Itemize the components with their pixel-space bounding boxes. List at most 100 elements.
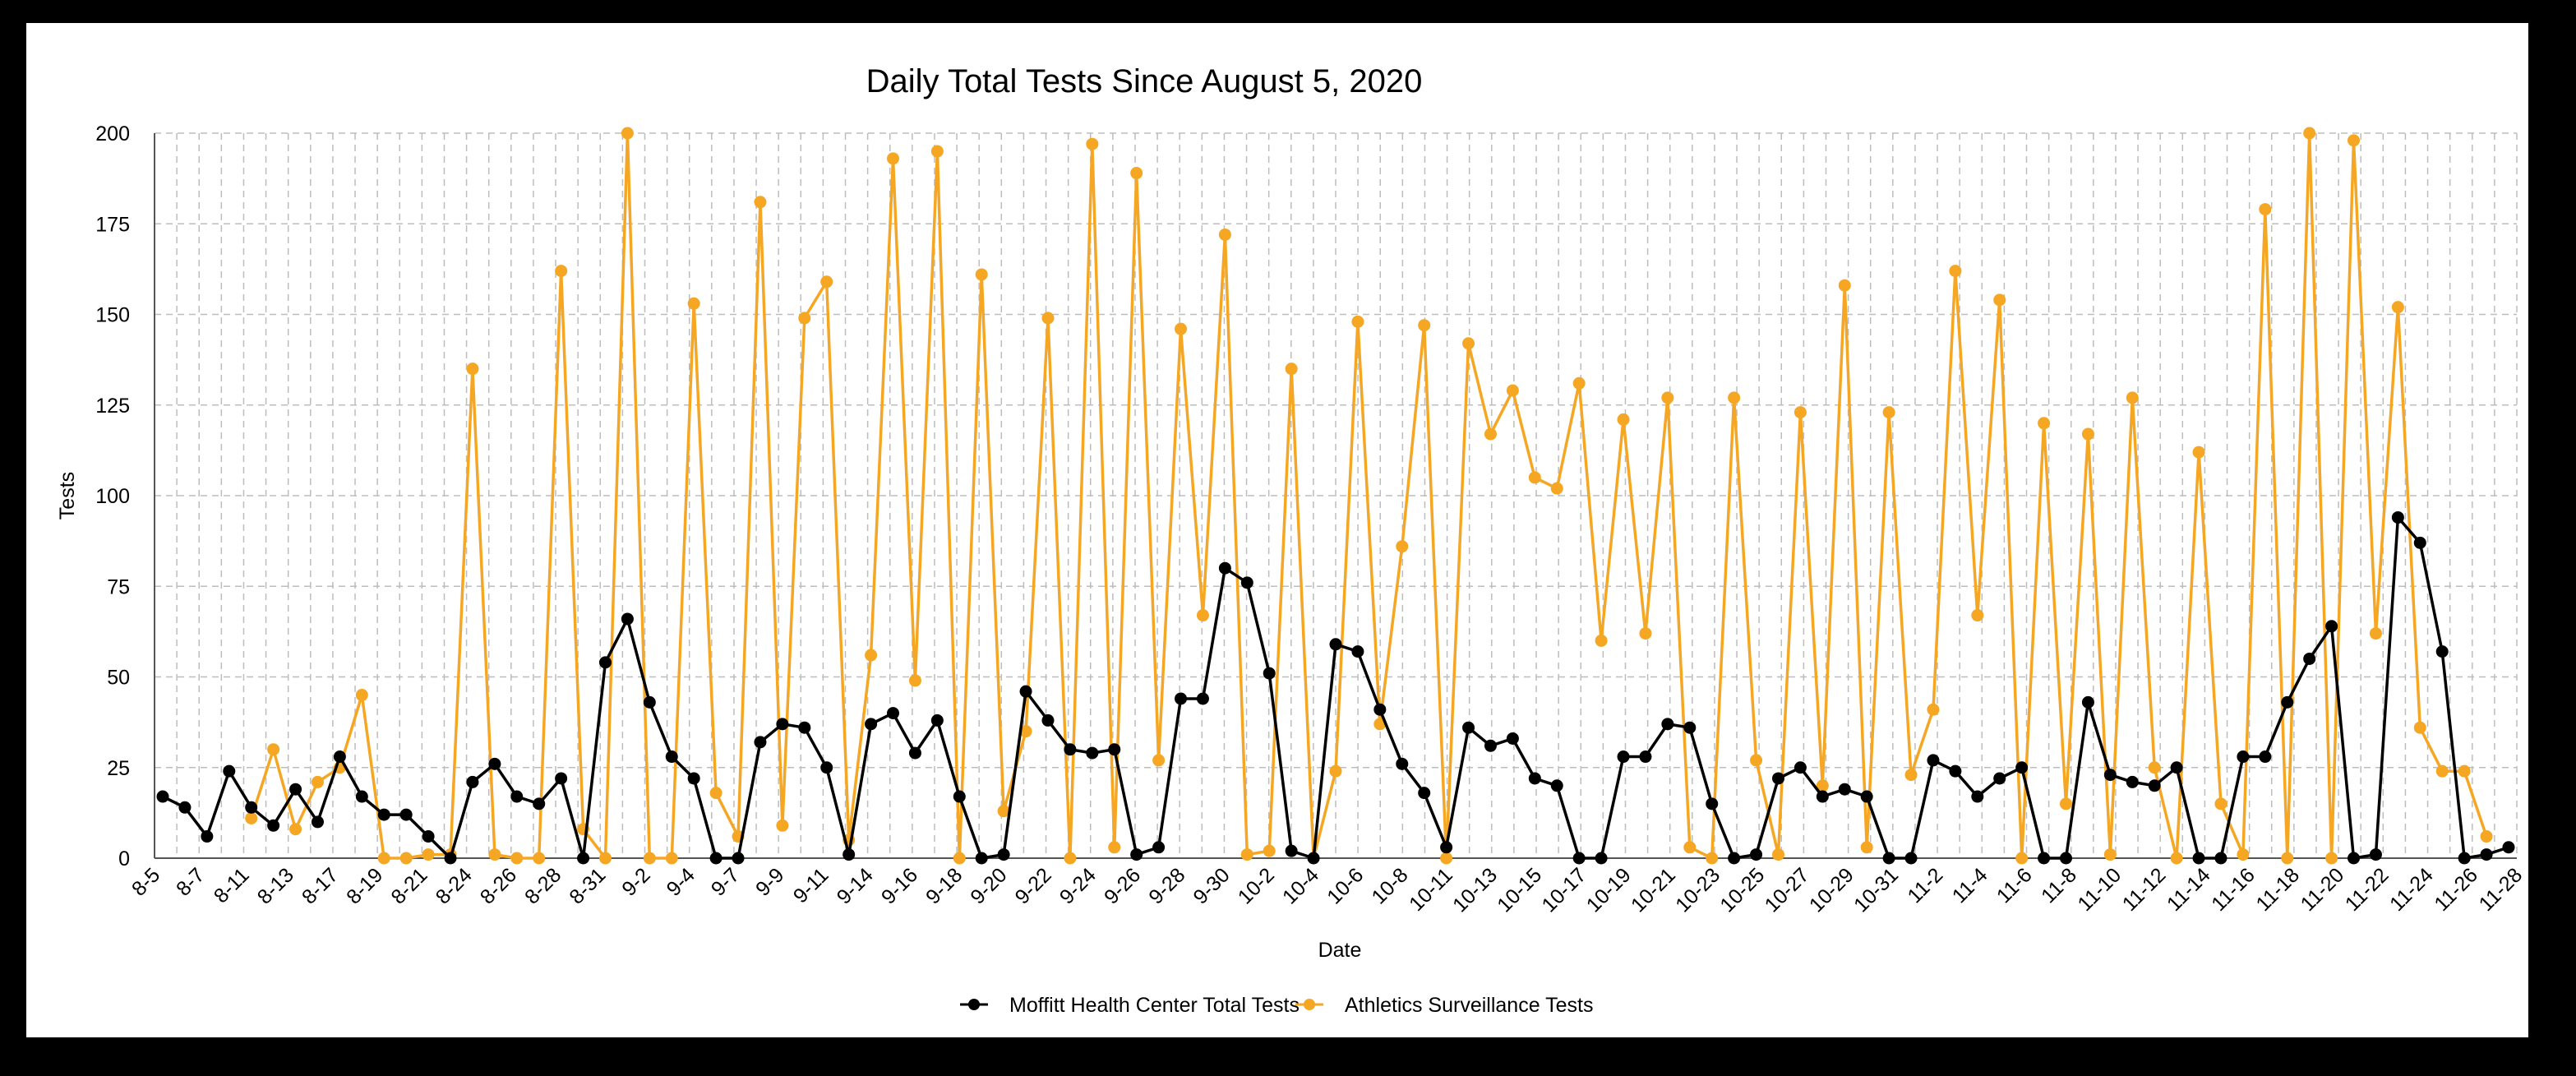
data-point — [621, 612, 634, 626]
y-tick-label: 175 — [95, 213, 130, 236]
data-point — [2281, 695, 2294, 709]
chart-panel: Daily Total Tests Since August 5, 2020 0… — [26, 23, 2528, 1037]
data-point — [975, 268, 988, 281]
x-tick-label: 9-26 — [1100, 863, 1145, 908]
x-tick-label: 9-9 — [751, 863, 788, 900]
data-point — [355, 689, 368, 702]
x-tick-label: 9-22 — [1011, 863, 1056, 908]
data-point — [377, 852, 390, 865]
data-point — [333, 750, 346, 764]
x-tick-label: 11-28 — [2475, 863, 2528, 916]
line-chart: Daily Total Tests Since August 5, 2020 0… — [56, 63, 2528, 1017]
data-point — [598, 852, 612, 865]
data-point — [732, 852, 745, 865]
data-point — [1041, 312, 1055, 325]
x-tick-label: 8-24 — [432, 863, 477, 908]
data-point — [1794, 761, 1807, 774]
data-point — [1064, 852, 1077, 865]
data-point — [687, 297, 700, 310]
x-tick-label: 10-21 — [1627, 863, 1680, 917]
data-point — [1728, 852, 1741, 865]
data-point — [2259, 750, 2272, 764]
x-tick-label: 10-13 — [1448, 863, 1502, 917]
x-tick-label: 9-7 — [707, 863, 744, 900]
data-point — [2081, 695, 2094, 709]
legend-label-moffitt: Moffitt Health Center Total Tests — [1009, 994, 1300, 1017]
data-point — [1462, 337, 1475, 350]
data-point — [2303, 652, 2316, 665]
data-point — [1086, 137, 1099, 150]
data-point — [2170, 761, 2183, 774]
data-point — [687, 772, 700, 785]
x-tick-label: 11-4 — [1948, 863, 1992, 907]
data-point — [1706, 852, 1719, 865]
legend-marker-moffitt — [968, 999, 980, 1010]
x-tick-label: 8-31 — [565, 863, 610, 908]
data-point — [1949, 764, 1962, 778]
data-point — [2391, 510, 2404, 524]
x-tick-label: 11-20 — [2297, 863, 2349, 916]
data-point — [1285, 844, 1298, 857]
data-point — [555, 265, 568, 278]
data-point — [798, 721, 811, 734]
x-tick-label: 9-4 — [662, 863, 699, 900]
data-point — [466, 363, 479, 376]
data-point — [865, 718, 878, 731]
x-tick-label: 10-19 — [1582, 863, 1636, 917]
data-point — [598, 656, 612, 669]
x-tick-label: 11-6 — [1992, 863, 2037, 907]
data-point — [798, 312, 811, 325]
x-tick-label: 9-28 — [1144, 863, 1189, 908]
x-tick-label: 10-4 — [1278, 863, 1323, 908]
series-moffitt — [156, 510, 2515, 865]
data-point — [2413, 536, 2426, 549]
y-tick-label: 150 — [95, 304, 130, 327]
data-point — [2458, 764, 2471, 778]
data-point — [1882, 852, 1895, 865]
data-point — [1595, 634, 1608, 647]
y-tick-label: 25 — [107, 757, 130, 780]
data-point — [1816, 790, 1829, 803]
data-point — [2060, 797, 2073, 810]
data-point — [1927, 754, 1940, 767]
data-point — [1484, 739, 1497, 752]
data-point — [1152, 754, 1166, 767]
x-tick-label: 11-26 — [2430, 863, 2482, 916]
data-point — [377, 808, 390, 821]
data-point — [754, 736, 767, 749]
y-tick-label: 0 — [118, 847, 130, 870]
data-point — [665, 750, 678, 764]
data-point — [223, 764, 236, 778]
data-point — [820, 275, 833, 289]
x-tick-label: 10-2 — [1234, 863, 1279, 908]
data-point — [2060, 852, 2073, 865]
x-tick-label: 9-20 — [966, 863, 1011, 908]
x-tick-label: 11-22 — [2341, 863, 2394, 916]
data-point — [665, 852, 678, 865]
x-tick-label: 8-26 — [476, 863, 521, 908]
data-point — [2435, 645, 2449, 658]
data-point — [2480, 830, 2493, 843]
data-point — [1904, 852, 1918, 865]
data-point — [1617, 750, 1630, 764]
data-point — [2192, 446, 2205, 459]
data-point — [2259, 203, 2272, 216]
data-point — [488, 757, 501, 770]
data-point — [975, 852, 988, 865]
data-point — [245, 811, 258, 824]
data-point — [2502, 841, 2515, 854]
data-point — [843, 848, 856, 861]
data-point — [997, 805, 1010, 818]
data-point — [1108, 841, 1121, 854]
data-point — [444, 852, 457, 865]
x-tick-label: 10-11 — [1405, 863, 1457, 916]
x-tick-label: 8-19 — [342, 863, 387, 908]
data-point — [267, 819, 280, 832]
data-point — [1771, 848, 1784, 861]
data-point — [1706, 797, 1719, 810]
data-point — [1196, 609, 1209, 622]
data-point — [289, 823, 302, 836]
data-point — [1440, 852, 1453, 865]
x-tick-label: 11-14 — [2163, 863, 2215, 916]
data-point — [1175, 322, 1188, 335]
